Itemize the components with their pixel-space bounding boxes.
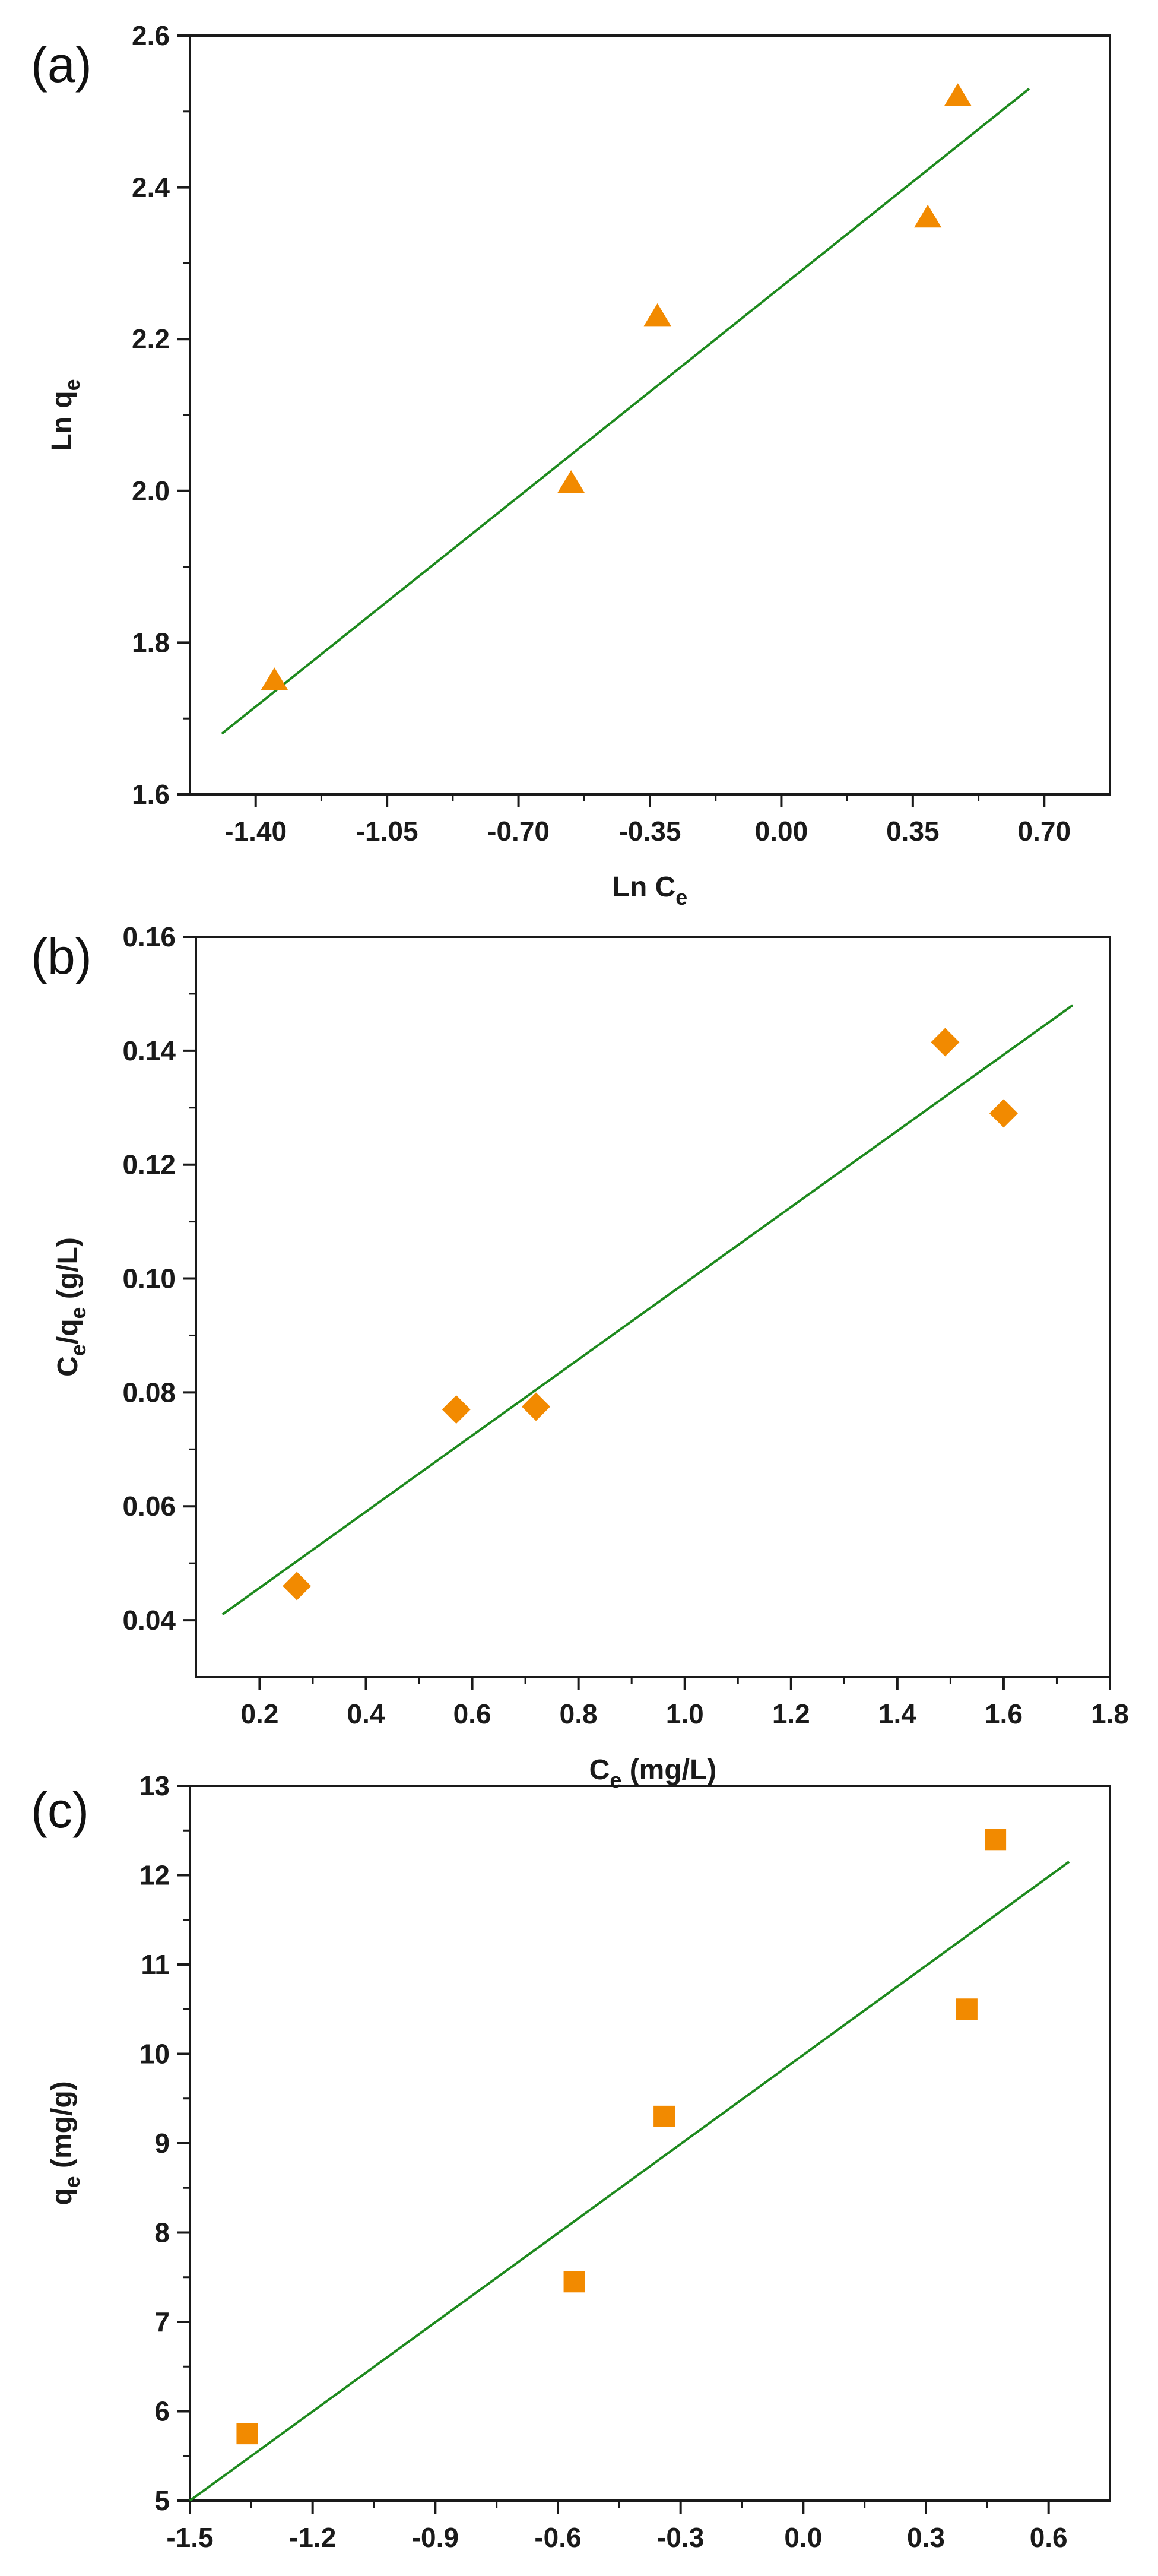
data-point-2	[442, 1395, 471, 1424]
y-tick-label: 0.08	[122, 1377, 176, 1408]
y-tick-label: 8	[154, 2217, 170, 2248]
y-axis-title-sub: e	[60, 379, 84, 391]
data-point-3	[653, 2105, 675, 2127]
x-axis-title-sub: e	[610, 1768, 621, 1792]
x-tick-label: -1.05	[356, 816, 418, 847]
x-tick-label: -0.70	[487, 816, 550, 847]
y-tick-label: 1.6	[132, 779, 170, 810]
plot-frame	[195, 936, 1111, 1678]
x-tick-label: 0.70	[1018, 816, 1071, 847]
x-tick-label: -0.35	[619, 816, 681, 847]
x-tick-label: 1.6	[985, 1699, 1023, 1729]
x-tick-label: 0.8	[560, 1699, 598, 1729]
y-tick-label: 0.10	[122, 1263, 176, 1294]
data-point-3	[522, 1392, 551, 1421]
y-tick-label: 0.12	[122, 1149, 176, 1180]
x-tick-label: 0.2	[240, 1699, 278, 1729]
x-axis-title-sub: e	[675, 885, 687, 910]
data-point-1	[261, 667, 288, 690]
plot-frame	[189, 1785, 1111, 2502]
y-tick-label: 2.4	[132, 172, 170, 203]
y-axis-title-unit: (mg/g)	[46, 2081, 78, 2176]
y-tick-label: 9	[154, 2128, 170, 2159]
chart-panel-2: (b) 0.2 0.4 0.6 0.8 1.0 1.2 1.4 1.6 1.8 0.04 0.06 0.…	[31, 921, 1129, 1792]
x-tick-label: 0.3	[907, 2522, 945, 2553]
x-tick-label: -0.9	[412, 2522, 459, 2553]
x-tick-label: 0.4	[347, 1699, 385, 1729]
data-point-1	[236, 2423, 258, 2445]
fit-line	[221, 1004, 1074, 1616]
x-axis-title-main: Ln C	[613, 872, 676, 903]
y-axis-title: Ce/qe (g/L)	[52, 1237, 90, 1377]
data-point-5	[989, 1099, 1018, 1128]
x-tick-label: -0.3	[657, 2522, 704, 2553]
x-tick-label: 0.0	[784, 2522, 822, 2553]
x-axis-title-main: C	[589, 1754, 610, 1786]
y-axis-title-sub: e	[66, 1344, 90, 1356]
data-point-3	[643, 303, 671, 327]
data-point-1	[283, 1571, 312, 1601]
data-point-4	[956, 1998, 978, 2020]
y-tick-label: 11	[141, 1949, 170, 1980]
y-axis-title-unit: (g/L)	[52, 1237, 84, 1307]
panel-label: (b)	[31, 929, 92, 984]
y-tick-label: 0.06	[122, 1491, 176, 1522]
y-tick-label: 13	[139, 1770, 170, 1801]
panel-label: (c)	[31, 1782, 89, 1838]
y-axis-title-main: Ln q	[46, 391, 78, 451]
chart-panel-1: (a) -1.40 -1.05 -0.70 -0.35 0.00 0.35 0.70 1.6 1.…	[31, 20, 1111, 910]
y-axis-title: qe (mg/g)	[46, 2081, 84, 2205]
y-tick-label: 0.16	[122, 921, 176, 952]
y-axis-title-main: q	[46, 2188, 78, 2205]
y-tick-label: 12	[139, 1860, 170, 1891]
data-point-4	[931, 1028, 960, 1057]
data-point-2	[557, 470, 585, 493]
x-axis-title-unit: (mg/L)	[621, 1754, 716, 1786]
y-tick-label: 10	[139, 2039, 170, 2070]
y-tick-label: 7	[154, 2306, 170, 2337]
x-axis-title: Ln Ce	[613, 872, 688, 910]
y-tick-label: 0.14	[122, 1035, 176, 1066]
y-tick-label: 2.6	[132, 20, 170, 51]
data-point-5	[944, 83, 972, 106]
x-tick-label: -1.5	[166, 2522, 213, 2553]
x-tick-label: 0.6	[1030, 2522, 1068, 2553]
x-tick-label: 1.8	[1091, 1699, 1129, 1729]
x-tick-label: 0.6	[453, 1699, 491, 1729]
x-tick-label: 0.35	[886, 816, 940, 847]
x-tick-label: 1.0	[666, 1699, 704, 1729]
y-axis-title-mid: /q	[52, 1319, 84, 1344]
data-point-4	[914, 204, 942, 228]
x-tick-label: 1.4	[878, 1699, 916, 1729]
y-tick-label: 2.2	[132, 324, 170, 354]
fit-line	[221, 87, 1030, 735]
y-axis-title-main: C	[52, 1356, 84, 1377]
y-axis-title-sub2: e	[66, 1307, 90, 1319]
y-tick-label: 2.0	[132, 476, 170, 506]
x-tick-label: -1.40	[224, 816, 287, 847]
data-point-5	[985, 1829, 1007, 1851]
plot-frame	[189, 34, 1111, 796]
y-tick-label: 5	[154, 2485, 170, 2516]
y-axis-title-sub: e	[60, 2176, 84, 2188]
x-tick-label: -0.6	[534, 2522, 581, 2553]
fit-line	[189, 1861, 1070, 2502]
panel-label: (a)	[31, 37, 92, 93]
x-tick-label: 0.00	[755, 816, 808, 847]
y-tick-label: 0.04	[122, 1605, 176, 1636]
y-tick-label: 6	[154, 2396, 170, 2427]
data-point-2	[563, 2271, 585, 2293]
chart-panel-3: (c) -1.5 -1.2 -0.9 -0.6 -0.3 0.0 0.3 0.6 5 6 7 8 9 10 1…	[31, 1770, 1111, 2553]
y-axis-title: Ln qe	[46, 379, 84, 451]
y-tick-label: 1.8	[132, 627, 170, 658]
x-tick-label: 1.2	[772, 1699, 810, 1729]
x-tick-label: -1.2	[289, 2522, 336, 2553]
